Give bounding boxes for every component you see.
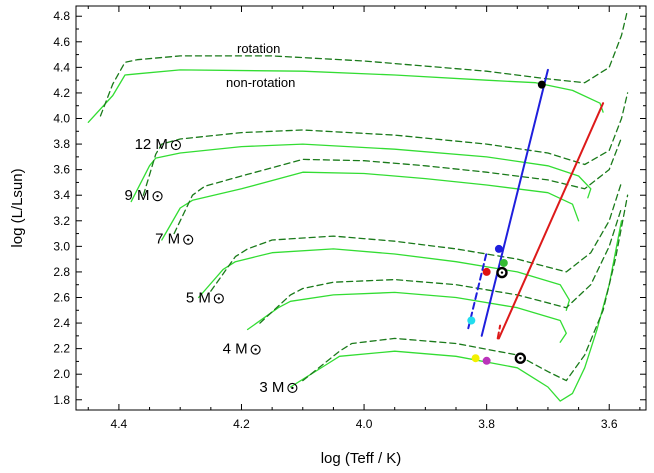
series-line-6 [197,248,571,311]
annotation-rotation: rotation [237,41,280,56]
solar-mass-icon [152,191,163,202]
x-tick-label: 3.6 [601,417,618,431]
series-line-1 [99,9,629,117]
series-line-3 [142,92,629,196]
solar-mass-icon [170,140,181,151]
annotation-non-rotation: non-rotation [226,75,295,90]
y-tick-label: 3.8 [53,137,70,151]
solar-mass-icon [287,382,298,394]
data-point-marker-3 [482,267,491,276]
solar-mass-icon [250,344,261,355]
mass-label-4: 4 M [223,341,248,358]
y-axis-title: log (L/Lsun) [9,168,26,247]
y-tick-label: 1.8 [53,393,70,407]
y-tick-label: 2.4 [53,316,70,330]
data-point-marker-5 [471,354,480,363]
data-point-marker-0 [537,80,546,89]
y-tick-label: 4.0 [53,112,70,126]
solar-mass-icon [183,234,194,245]
series-line-10 [289,220,623,402]
plot-area [87,9,629,402]
series-line-4 [161,171,580,241]
y-tick-label: 3.4 [53,188,70,202]
series-line-9 [259,207,623,324]
y-tick-label: 3.6 [53,163,70,177]
y-tick-label: 2.0 [53,367,70,381]
x-axis-title: log (Teff / K) [321,450,402,467]
x-tick-label: 4.0 [356,417,373,431]
mass-label-2: 7 M [155,231,180,248]
series-line-2 [130,143,592,203]
series-line-5 [173,137,623,235]
x-tick-label: 4.4 [111,417,128,431]
series-line-14 [497,102,605,340]
axis-ticks: 4.4 4.2 4.0 3.8 3.6 1.8 2.0 2.2 2.4 2.6 2.8 3.0 3.2 3… [53,6,646,431]
y-tick-label: 2.2 [53,342,70,356]
series-line-11 [302,194,629,382]
sun-marker [514,352,527,364]
mass-label-1: 9 M [125,187,150,204]
data-point-marker-6 [482,356,491,365]
mass-label-5: 3 M [259,379,284,396]
series-line-12 [480,68,549,337]
series-line-7 [210,181,623,292]
series-line-13 [467,251,488,330]
mass-label-0: 12 M [135,136,168,153]
y-tick-label: 3.0 [53,239,70,253]
solar-mass-icon [213,293,224,304]
y-tick-label: 3.2 [53,214,70,228]
mass-label-3: 5 M [186,289,211,306]
data-point-marker-2 [499,258,508,267]
y-tick-label: 4.6 [53,35,70,49]
data-point-marker-4 [467,316,476,325]
series-line-0 [87,69,604,123]
y-tick-label: 2.8 [53,265,70,279]
y-tick-label: 2.6 [53,290,70,304]
x-tick-label: 4.2 [233,417,250,431]
y-tick-label: 4.2 [53,86,70,100]
series-line-8 [246,291,567,343]
data-point-marker-1 [494,244,503,253]
plot-frame [75,5,647,411]
y-tick-label: 4.4 [53,60,70,74]
series-line-15 [496,324,502,340]
sun-marker [496,266,508,279]
y-tick-label: 4.8 [53,9,70,23]
x-tick-label: 3.8 [478,417,495,431]
